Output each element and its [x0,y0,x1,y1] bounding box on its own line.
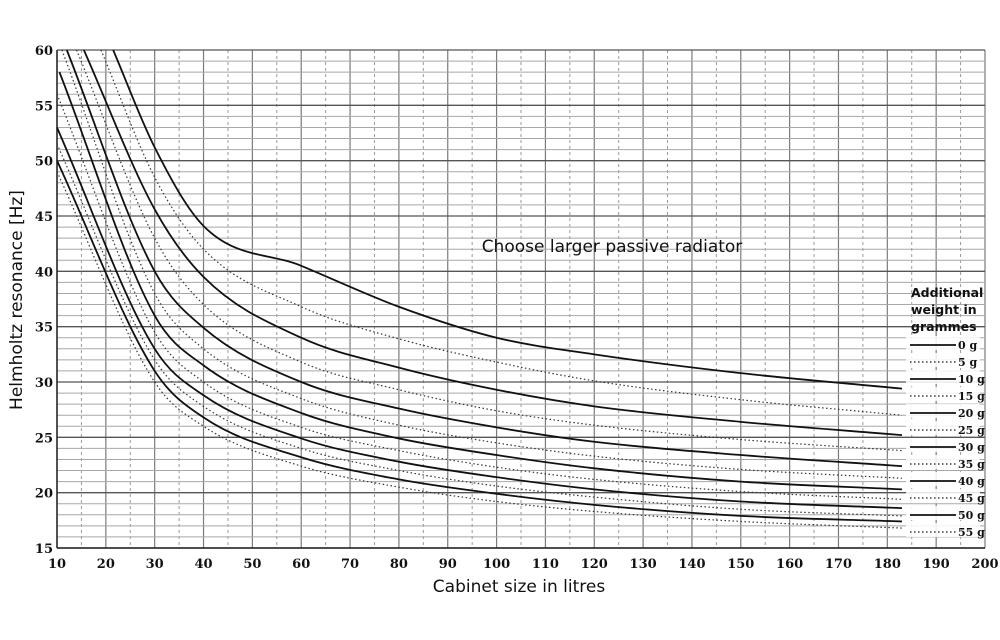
y-tick-label: 55 [35,99,53,114]
legend-item: 50 g [906,506,985,522]
y-tick-label: 40 [35,265,53,280]
x-tick-label: 70 [341,557,359,572]
x-tick-label: 20 [97,557,115,572]
series-line-55g [56,171,902,529]
series-line-45g [56,143,902,517]
legend-item: 20 g [906,404,985,420]
series-line-40g [56,127,903,510]
legend-item-background [906,370,980,384]
series-line-50g [56,160,903,523]
series-line-20g [65,49,903,468]
legend: Additional weight in grammes 0 g 5 g 10 g 1… [906,285,985,539]
y-tick-label: 15 [35,542,53,557]
y-tick-labels: 15 20 25 30 35 40 45 50 55 60 [35,44,53,557]
legend-item: 5 g [906,353,980,369]
x-tick-label: 120 [581,557,608,572]
x-tick-label: 80 [390,557,408,572]
x-tick-labels: 10 20 30 40 50 60 70 80 90 100 110 120 130 140 150 160 1… [48,557,999,572]
legend-label: 10 g [958,373,985,386]
legend-label: 20 g [958,407,985,420]
annotation: Choose larger passive radiator [482,237,743,257]
series-line-35g [56,94,902,500]
legend-item-background [906,455,980,469]
legend-items: 0 g 5 g 10 g 15 g 20 g 25 g 30 g 35 g 40 g 45 g 50… [906,336,985,539]
series-line-0g [112,49,903,390]
x-tick-label: 60 [292,557,310,572]
x-tick-label: 140 [678,557,705,572]
series-line-30g [58,71,903,491]
legend-item-background [906,421,980,435]
x-tick-label: 160 [776,557,803,572]
x-tick-label: 30 [146,557,164,572]
y-tick-label: 20 [35,487,53,502]
x-tick-label: 200 [971,557,998,572]
legend-item-background [906,336,980,350]
y-tick-label: 25 [35,431,53,446]
x-tick-label: 90 [439,557,457,572]
legend-item-background [906,438,980,452]
legend-label: 45 g [958,492,985,505]
y-tick-label: 35 [35,321,53,336]
plot-grid [56,49,986,549]
y-tick-label: 30 [35,376,53,391]
y-tick-label: 60 [35,44,53,59]
x-tick-label: 10 [48,557,66,572]
legend-title-line-3: grammes [911,319,977,334]
legend-item: 10 g [906,370,985,386]
series-curves [56,49,903,529]
legend-label: 25 g [958,424,985,437]
legend-item: 55 g [906,523,985,539]
legend-item-background [906,506,980,520]
legend-item: 35 g [906,455,985,471]
legend-label: 0 g [958,339,977,352]
x-tick-label: 50 [243,557,261,572]
legend-title-line-1: Additional [911,285,983,300]
legend-label: 40 g [958,475,985,488]
x-tick-label: 130 [630,557,657,572]
legend-title-line-2: weight in [911,302,977,317]
x-tick-label: 40 [194,557,212,572]
x-axis-title: Cabinet size in litres [433,577,606,597]
legend-item-background [906,523,980,537]
legend-item-background [906,472,980,486]
legend-item: 40 g [906,472,985,488]
series-line-5g [100,49,903,416]
x-tick-label: 110 [532,557,559,572]
x-tick-label: 150 [727,557,754,572]
legend-label: 30 g [958,441,985,454]
legend-label: 35 g [958,458,985,471]
y-axis-title: Helmholtz resonance [Hz] [7,190,27,410]
legend-item-background [906,353,980,367]
legend-item: 45 g [906,489,985,505]
legend-item: 25 g [906,421,985,437]
legend-item-background [906,404,980,418]
x-tick-label: 180 [874,557,901,572]
legend-item-background [906,387,980,401]
y-tick-label: 45 [35,210,53,225]
legend-item: 30 g [906,438,985,454]
legend-item: 0 g [906,336,980,352]
legend-item: 15 g [906,387,985,403]
x-tick-label: 190 [923,557,950,572]
legend-label: 50 g [958,509,985,522]
x-tick-label: 100 [483,557,510,572]
series-line-10g [83,49,903,437]
series-line-25g [61,49,903,479]
legend-label: 55 g [958,526,985,539]
y-tick-label: 50 [35,155,53,170]
legend-label: 15 g [958,390,985,403]
legend-label: 5 g [958,356,977,369]
legend-item-background [906,489,980,503]
x-tick-label: 170 [825,557,852,572]
